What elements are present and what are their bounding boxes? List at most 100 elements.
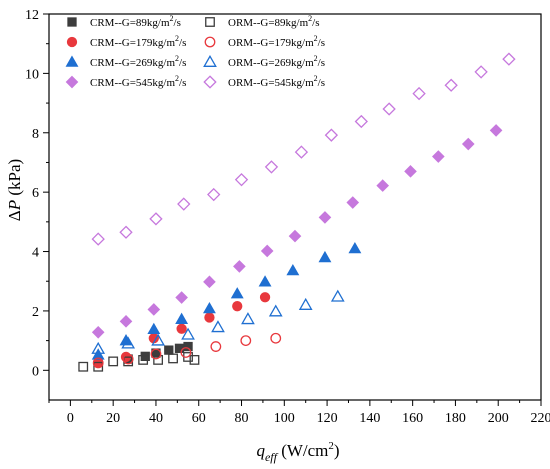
data-point xyxy=(294,145,309,159)
x-axis-title: qeff (W/cm2) xyxy=(256,440,339,464)
y-tick-label: 12 xyxy=(25,8,39,23)
legend-marker xyxy=(205,17,215,27)
legend-item: CRM--G=269kg/m2/s xyxy=(65,54,186,69)
series-7 xyxy=(91,289,345,354)
data-point xyxy=(176,323,187,334)
data-point xyxy=(258,275,272,287)
data-point xyxy=(268,304,283,317)
legend-marker xyxy=(204,36,216,48)
legend-label: ORM--G=179kg/m2/s xyxy=(228,34,325,49)
x-tick-label: 180 xyxy=(445,411,466,426)
axes xyxy=(48,13,542,401)
data-point xyxy=(461,137,475,151)
data-point xyxy=(264,160,279,174)
data-point xyxy=(318,211,332,224)
legend-item: CRM--G=89kg/m2/s xyxy=(67,14,181,29)
x-tick-label: 80 xyxy=(235,411,249,426)
legend-item: ORM--G=89kg/m2/s xyxy=(205,14,320,29)
x-tick-label: 220 xyxy=(531,411,550,426)
series-8 xyxy=(91,52,516,246)
data-point xyxy=(122,353,134,365)
data-point xyxy=(259,292,271,303)
data-point xyxy=(207,187,221,202)
data-point xyxy=(78,361,89,372)
series-4 xyxy=(91,124,503,339)
axis-titles: qeff (W/cm2) ΔP (kPa) xyxy=(5,159,340,464)
data-point xyxy=(210,341,222,352)
data-points xyxy=(78,52,516,372)
x-tick-label: 120 xyxy=(317,411,338,426)
data-point xyxy=(404,165,417,178)
data-point xyxy=(432,150,445,163)
data-point xyxy=(230,287,244,299)
data-point xyxy=(150,348,162,360)
y-tick-label: 0 xyxy=(32,364,39,379)
series-6 xyxy=(92,332,282,369)
legend-item: CRM--G=545kg/m2/s xyxy=(65,74,186,89)
data-point xyxy=(91,325,105,339)
data-point xyxy=(119,314,133,328)
data-point xyxy=(147,322,161,335)
legend-label: ORM--G=269kg/m2/s xyxy=(228,54,325,69)
legend-item: ORM--G=269kg/m2/s xyxy=(203,54,325,69)
data-point xyxy=(204,312,215,323)
x-tick-label: 20 xyxy=(106,411,120,426)
data-point xyxy=(175,291,188,304)
legend-marker xyxy=(203,54,217,67)
data-point xyxy=(382,102,396,116)
axis-ticks: 0 20 40 60 80 100 120 140 160 180 200 220 0 2 4 6 8 10 12 xyxy=(25,8,550,426)
data-point xyxy=(502,52,516,66)
data-point xyxy=(149,212,163,226)
legend-item: ORM--G=179kg/m2/s xyxy=(204,34,325,49)
data-point xyxy=(318,250,332,263)
x-tick-label: 140 xyxy=(359,411,380,426)
legend-marker xyxy=(65,75,79,89)
data-point xyxy=(140,351,150,362)
data-point xyxy=(121,336,136,349)
data-point xyxy=(151,333,165,346)
data-point xyxy=(211,320,225,333)
y-axis-title: ΔP (kPa) xyxy=(5,159,24,221)
data-point xyxy=(189,355,200,365)
legend-label: CRM--G=545kg/m2/s xyxy=(90,74,186,89)
legend-marker xyxy=(66,36,78,48)
y-tick-label: 2 xyxy=(32,305,39,320)
x-tick-label: 40 xyxy=(149,411,163,426)
data-point xyxy=(91,341,106,354)
data-point xyxy=(298,297,313,310)
data-point xyxy=(93,361,104,372)
data-point xyxy=(203,275,216,289)
data-point xyxy=(168,353,178,364)
y-tick-label: 10 xyxy=(25,67,39,82)
y-tick-label: 8 xyxy=(32,127,39,142)
data-point xyxy=(412,86,426,101)
data-point xyxy=(232,301,243,312)
series-3 xyxy=(91,242,362,360)
data-point xyxy=(138,355,149,365)
legend: CRM--G=89kg/m2/s CRM--G=179kg/m2/s CRM--G=… xyxy=(65,14,325,89)
data-point xyxy=(324,128,339,142)
data-point xyxy=(346,196,360,209)
data-point xyxy=(183,341,193,352)
data-point xyxy=(92,357,104,369)
x-tick-label: 0 xyxy=(67,411,74,426)
legend-label: CRM--G=269kg/m2/s xyxy=(90,54,186,69)
data-point xyxy=(270,332,282,344)
y-tick-label: 6 xyxy=(32,186,39,201)
data-point xyxy=(147,303,161,316)
data-point xyxy=(119,225,133,239)
x-tick-label: 60 xyxy=(192,411,206,426)
legend-label: ORM--G=545kg/m2/s xyxy=(228,74,325,89)
data-point xyxy=(444,78,458,92)
legend-marker xyxy=(203,75,217,89)
data-point xyxy=(175,312,189,324)
x-tick-label: 160 xyxy=(402,411,423,426)
data-point xyxy=(91,232,105,246)
data-point xyxy=(180,347,192,358)
legend-item: CRM--G=179kg/m2/s xyxy=(66,34,186,49)
data-point xyxy=(354,114,368,129)
data-point xyxy=(177,197,191,211)
x-tick-label: 200 xyxy=(488,411,509,426)
data-point xyxy=(288,229,302,243)
